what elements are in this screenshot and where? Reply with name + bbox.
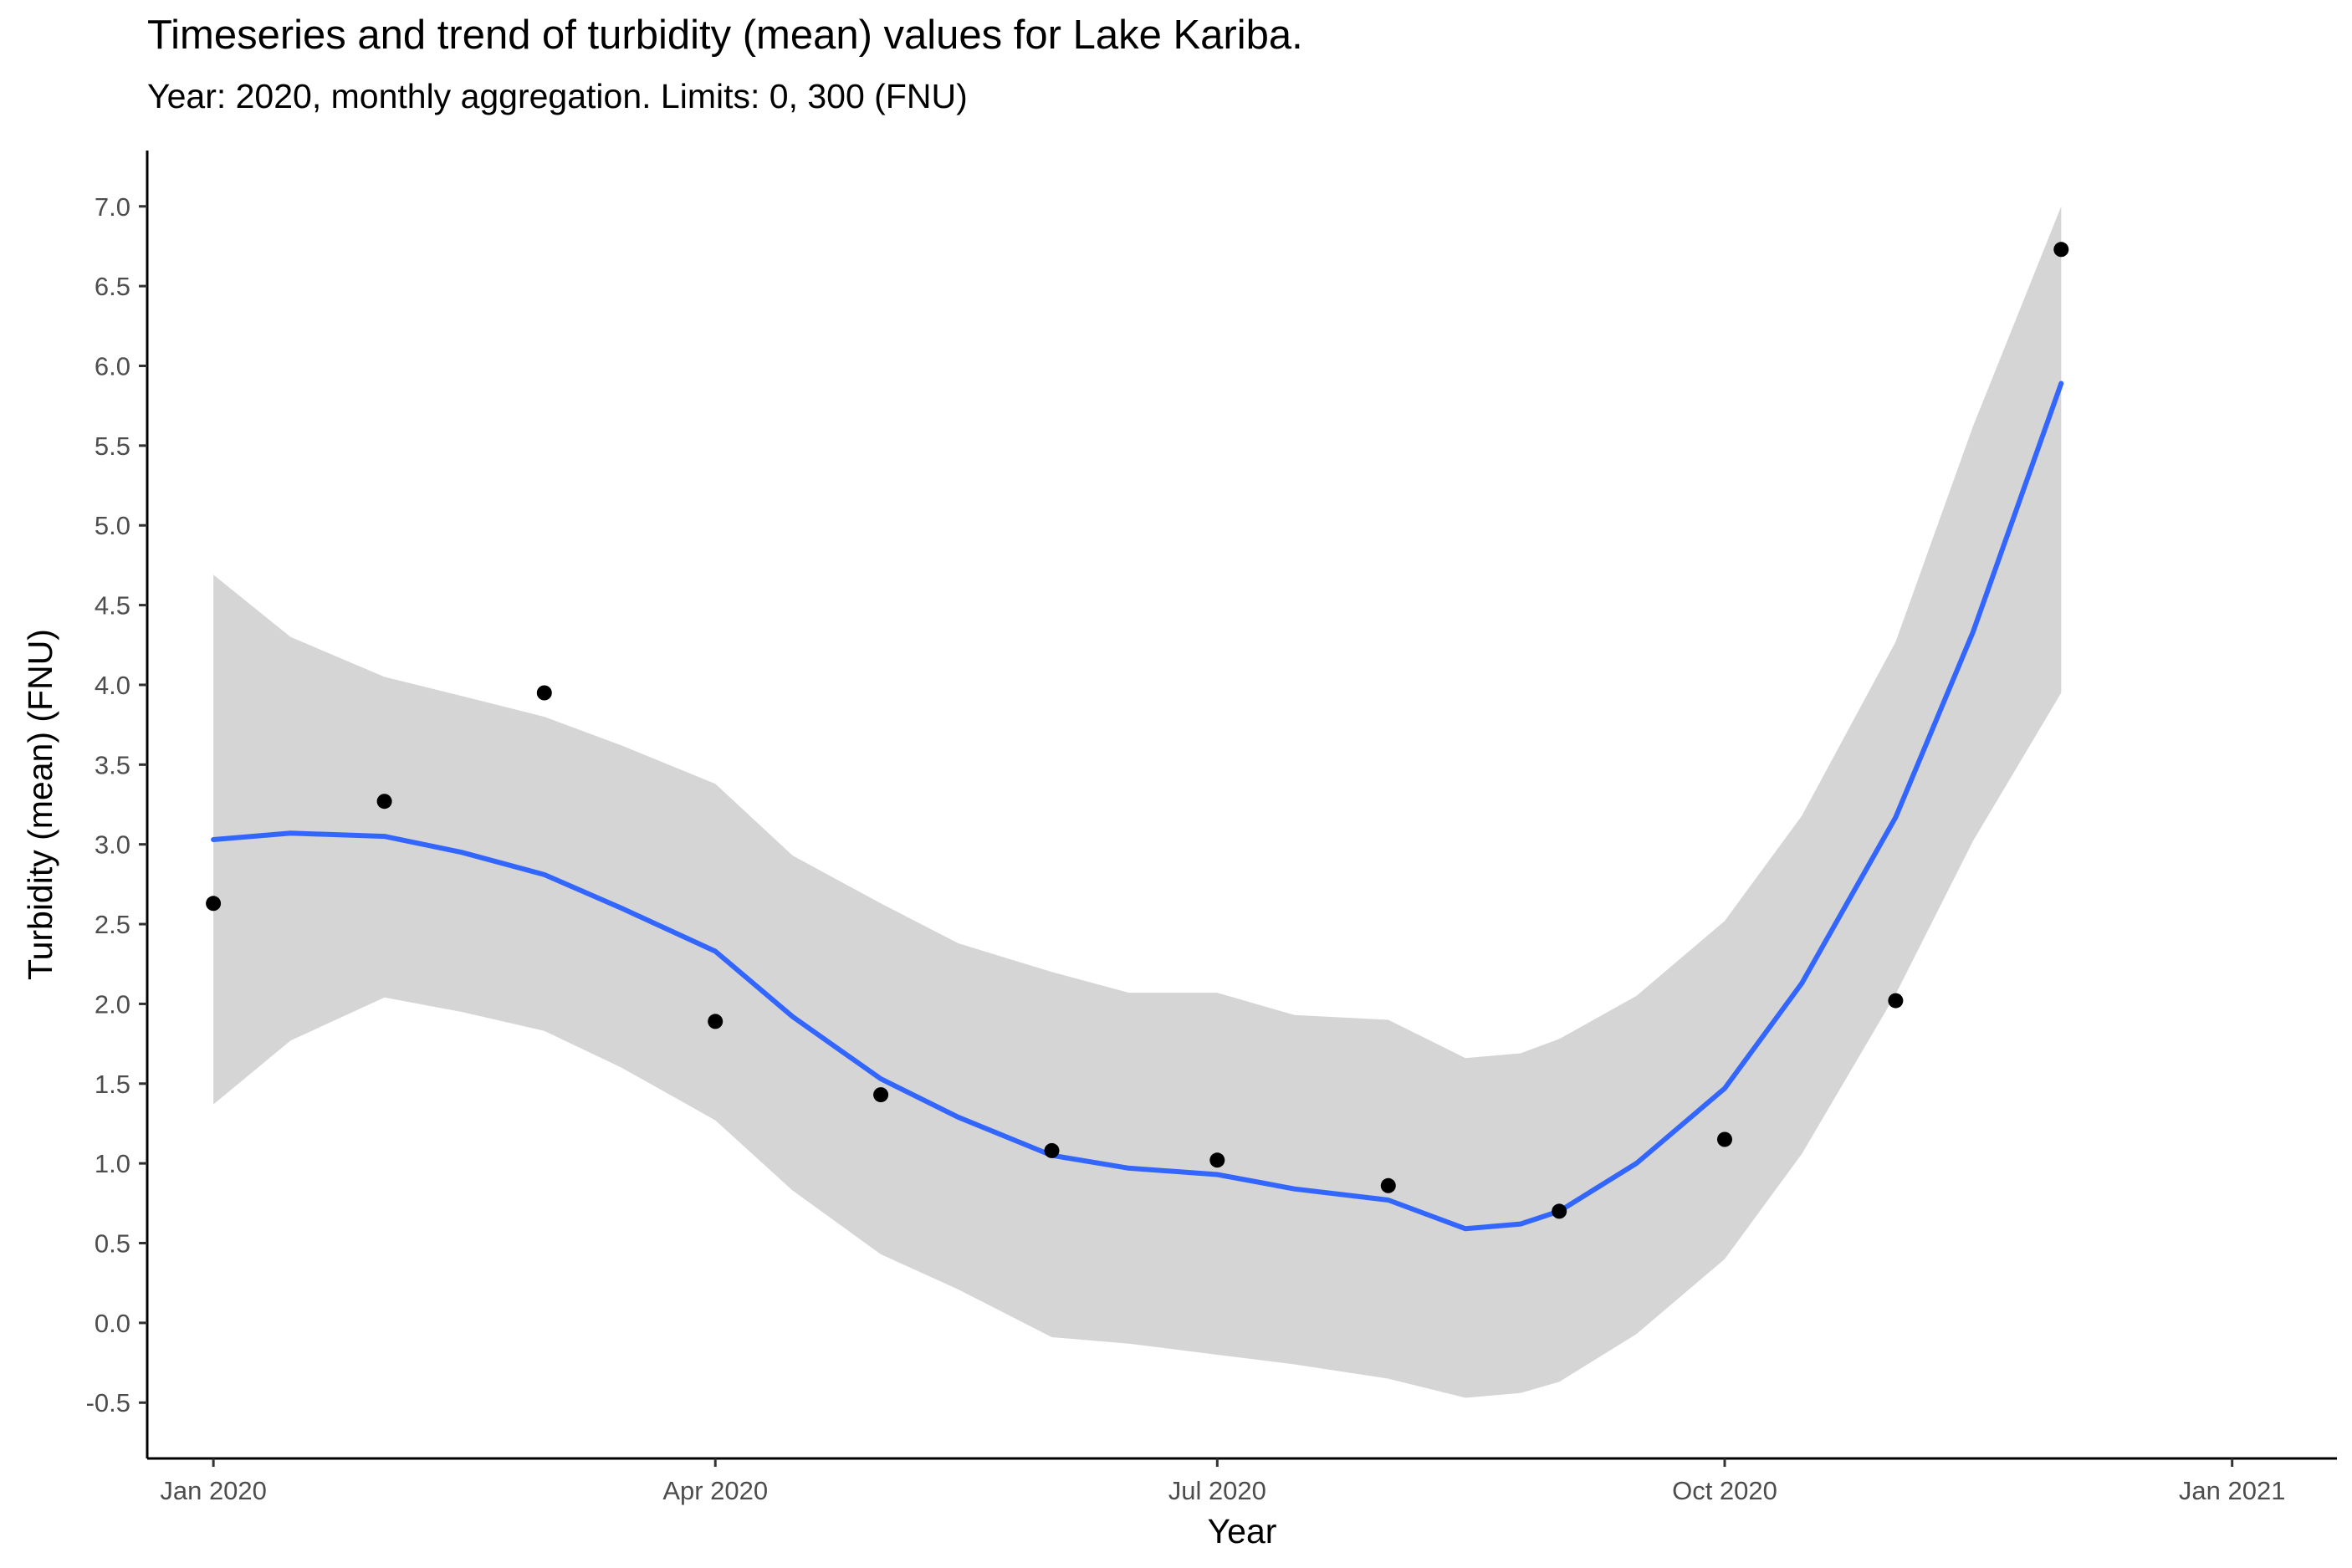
y-tick-label: 3.0: [95, 830, 130, 860]
y-tick-label: 1.5: [95, 1070, 130, 1099]
confidence-band-layer: [213, 206, 2062, 1398]
axes-layer: -0.5 0.0 0.5 1.0 1.5 2.0 2.5 3.0 3.5 4.0 4.5 5.0 5.5…: [86, 151, 2337, 1505]
y-tick-label: 7.0: [95, 192, 130, 222]
data-point: [873, 1087, 889, 1103]
x-tick-label: Jul 2020: [1168, 1476, 1266, 1505]
data-point: [206, 896, 222, 912]
confidence-band: [213, 206, 2062, 1398]
y-tick-label: 1.0: [95, 1149, 130, 1178]
data-point: [1552, 1203, 1567, 1219]
trend-line-layer: [211, 381, 2064, 1232]
y-tick-label: 0.0: [95, 1309, 130, 1338]
y-tick-label: 4.0: [95, 671, 130, 700]
y-tick-label: 6.5: [95, 272, 130, 301]
y-tick-label: 3.5: [95, 750, 130, 779]
data-point: [376, 794, 392, 810]
x-tick-label: Jan 2021: [2179, 1476, 2286, 1505]
y-tick-label: 0.5: [95, 1229, 130, 1259]
x-tick-label: Jan 2020: [160, 1476, 267, 1505]
data-point: [2053, 242, 2069, 258]
data-point: [1717, 1131, 1732, 1147]
y-tick-label: 2.5: [95, 910, 130, 939]
data-point: [708, 1014, 723, 1029]
x-axis-title: Year: [1208, 1512, 1277, 1550]
data-point: [1209, 1152, 1225, 1168]
trend-line: [211, 381, 2064, 1232]
y-tick-label: 5.5: [95, 432, 130, 461]
data-point-layer: [206, 242, 2069, 1219]
x-tick-label: Oct 2020: [1672, 1476, 1777, 1505]
x-tick-label: Apr 2020: [662, 1476, 768, 1505]
y-tick-label: -0.5: [86, 1388, 130, 1417]
y-tick-label: 2.0: [95, 989, 130, 1019]
data-point: [1888, 993, 1904, 1009]
data-point: [1044, 1142, 1060, 1158]
chart-title: Timeseries and trend of turbidity (mean)…: [147, 13, 1303, 58]
y-tick-label: 5.0: [95, 511, 130, 540]
y-tick-label: 6.0: [95, 351, 130, 381]
data-point: [536, 685, 552, 701]
y-tick-label: 4.5: [95, 591, 130, 621]
chart-subtitle: Year: 2020, monthly aggregation. Limits:…: [147, 77, 968, 115]
y-axis-title: Turbidity (mean) (FNU): [21, 629, 59, 980]
data-point: [1380, 1177, 1396, 1193]
